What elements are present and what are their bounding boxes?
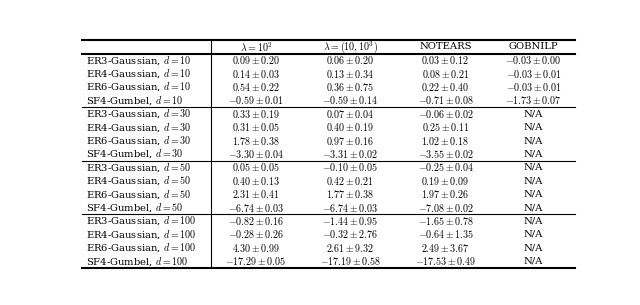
Text: $4.30 \pm 0.99$: $4.30 \pm 0.99$	[232, 242, 280, 254]
Text: NOTEARS: NOTEARS	[419, 42, 472, 51]
Text: ER4-Gaussian, $d = 50$: ER4-Gaussian, $d = 50$	[86, 174, 192, 187]
Text: $-3.30 \pm 0.04$: $-3.30 \pm 0.04$	[228, 148, 284, 160]
Text: $0.54 \pm 0.22$: $0.54 \pm 0.22$	[232, 81, 280, 93]
Text: N/A: N/A	[524, 190, 543, 199]
Text: $0.08 \pm 0.21$: $0.08 \pm 0.21$	[422, 68, 470, 80]
Text: ER3-Gaussian, $d = 30$: ER3-Gaussian, $d = 30$	[86, 107, 192, 120]
Text: $1.78 \pm 0.38$: $1.78 \pm 0.38$	[232, 135, 280, 147]
Text: $\lambda = 10^2$: $\lambda = 10^2$	[239, 41, 272, 53]
Text: $0.40 \pm 0.19$: $0.40 \pm 0.19$	[326, 121, 374, 133]
Text: $-1.65 \pm 0.78$: $-1.65 \pm 0.78$	[417, 215, 474, 227]
Text: $0.19 \pm 0.09$: $0.19 \pm 0.09$	[422, 175, 470, 187]
Text: N/A: N/A	[524, 136, 543, 145]
Text: $-1.44 \pm 0.95$: $-1.44 \pm 0.95$	[322, 215, 378, 227]
Text: N/A: N/A	[524, 243, 543, 252]
Text: GOBNILP: GOBNILP	[509, 42, 558, 51]
Text: N/A: N/A	[524, 163, 543, 172]
Text: N/A: N/A	[524, 123, 543, 132]
Text: $0.07 \pm 0.04$: $0.07 \pm 0.04$	[326, 108, 374, 120]
Text: ER6-Gaussian, $d = 30$: ER6-Gaussian, $d = 30$	[86, 134, 192, 147]
Text: $-0.82 \pm 0.16$: $-0.82 \pm 0.16$	[228, 215, 284, 227]
Text: $0.40 \pm 0.13$: $0.40 \pm 0.13$	[232, 175, 280, 187]
Text: $-3.31 \pm 0.02$: $-3.31 \pm 0.02$	[322, 148, 378, 160]
Text: $0.25 \pm 0.11$: $0.25 \pm 0.11$	[422, 121, 470, 133]
Text: $1.02 \pm 0.18$: $1.02 \pm 0.18$	[422, 135, 470, 147]
Text: $2.49 \pm 3.67$: $2.49 \pm 3.67$	[421, 242, 470, 254]
Text: ER6-Gaussian, $d = 50$: ER6-Gaussian, $d = 50$	[86, 188, 192, 201]
Text: $1.77 \pm 0.38$: $1.77 \pm 0.38$	[326, 188, 374, 200]
Text: $0.03 \pm 0.12$: $0.03 \pm 0.12$	[422, 54, 470, 66]
Text: N/A: N/A	[524, 109, 543, 118]
Text: $\lambda = (10, 10^3)$: $\lambda = (10, 10^3)$	[323, 39, 378, 55]
Text: $-17.29 \pm 0.05$: $-17.29 \pm 0.05$	[225, 255, 286, 267]
Text: $-0.25 \pm 0.04$: $-0.25 \pm 0.04$	[417, 161, 474, 174]
Text: $-1.73 \pm 0.07$: $-1.73 \pm 0.07$	[506, 95, 562, 106]
Text: $-17.19 \pm 0.58$: $-17.19 \pm 0.58$	[319, 255, 381, 267]
Text: $-3.55 \pm 0.02$: $-3.55 \pm 0.02$	[417, 148, 474, 160]
Text: $0.13 \pm 0.34$: $0.13 \pm 0.34$	[326, 68, 374, 80]
Text: $-0.03 \pm 0.00$: $-0.03 \pm 0.00$	[506, 54, 562, 66]
Text: N/A: N/A	[524, 176, 543, 185]
Text: $0.05 \pm 0.05$: $0.05 \pm 0.05$	[232, 161, 280, 174]
Text: SF4-Gumbel, $d = 10$: SF4-Gumbel, $d = 10$	[86, 94, 184, 107]
Text: N/A: N/A	[524, 230, 543, 239]
Text: $0.06 \pm 0.20$: $0.06 \pm 0.20$	[326, 54, 374, 66]
Text: $2.31 \pm 0.41$: $2.31 \pm 0.41$	[232, 188, 280, 200]
Text: $-0.03 \pm 0.01$: $-0.03 \pm 0.01$	[506, 81, 561, 93]
Text: $0.22 \pm 0.40$: $0.22 \pm 0.40$	[421, 81, 470, 93]
Text: $0.97 \pm 0.16$: $0.97 \pm 0.16$	[326, 135, 374, 147]
Text: $-0.03 \pm 0.01$: $-0.03 \pm 0.01$	[506, 68, 561, 80]
Text: $-6.74 \pm 0.03$: $-6.74 \pm 0.03$	[228, 202, 284, 214]
Text: N/A: N/A	[524, 257, 543, 266]
Text: $-0.59 \pm 0.01$: $-0.59 \pm 0.01$	[228, 95, 284, 106]
Text: ER3-Gaussian, $d = 10$: ER3-Gaussian, $d = 10$	[86, 54, 192, 66]
Text: $-0.59 \pm 0.14$: $-0.59 \pm 0.14$	[322, 95, 378, 106]
Text: $-0.32 \pm 2.76$: $-0.32 \pm 2.76$	[322, 228, 378, 240]
Text: $0.14 \pm 0.03$: $0.14 \pm 0.03$	[232, 68, 280, 80]
Text: N/A: N/A	[524, 217, 543, 225]
Text: SF4-Gumbel, $d = 100$: SF4-Gumbel, $d = 100$	[86, 255, 189, 267]
Text: ER6-Gaussian, $d = 10$: ER6-Gaussian, $d = 10$	[86, 81, 192, 93]
Text: $-17.53 \pm 0.49$: $-17.53 \pm 0.49$	[415, 255, 476, 267]
Text: $2.61 \pm 9.32$: $2.61 \pm 9.32$	[326, 242, 374, 254]
Text: $0.42 \pm 0.21$: $0.42 \pm 0.21$	[326, 175, 374, 187]
Text: $-0.71 \pm 0.08$: $-0.71 \pm 0.08$	[417, 95, 474, 106]
Text: $-0.10 \pm 0.05$: $-0.10 \pm 0.05$	[322, 161, 378, 174]
Text: $-0.06 \pm 0.02$: $-0.06 \pm 0.02$	[417, 108, 474, 120]
Text: ER4-Gaussian, $d = 10$: ER4-Gaussian, $d = 10$	[86, 67, 192, 80]
Text: $0.31 \pm 0.05$: $0.31 \pm 0.05$	[232, 121, 280, 133]
Text: $-0.28 \pm 0.26$: $-0.28 \pm 0.26$	[228, 228, 284, 240]
Text: ER4-Gaussian, $d = 30$: ER4-Gaussian, $d = 30$	[86, 121, 192, 134]
Text: $-6.74 \pm 0.03$: $-6.74 \pm 0.03$	[322, 202, 378, 214]
Text: N/A: N/A	[524, 149, 543, 159]
Text: $-0.64 \pm 1.35$: $-0.64 \pm 1.35$	[417, 228, 474, 240]
Text: ER3-Gaussian, $d = 100$: ER3-Gaussian, $d = 100$	[86, 215, 196, 227]
Text: $-7.08 \pm 0.02$: $-7.08 \pm 0.02$	[417, 202, 474, 214]
Text: ER6-Gaussian, $d = 100$: ER6-Gaussian, $d = 100$	[86, 242, 196, 254]
Text: $1.97 \pm 0.26$: $1.97 \pm 0.26$	[422, 188, 470, 200]
Text: SF4-Gumbel, $d = 30$: SF4-Gumbel, $d = 30$	[86, 148, 184, 160]
Text: $0.09 \pm 0.20$: $0.09 \pm 0.20$	[232, 54, 280, 66]
Text: SF4-Gumbel, $d = 50$: SF4-Gumbel, $d = 50$	[86, 201, 184, 214]
Text: ER4-Gaussian, $d = 100$: ER4-Gaussian, $d = 100$	[86, 228, 196, 241]
Text: $0.33 \pm 0.19$: $0.33 \pm 0.19$	[232, 108, 280, 120]
Text: N/A: N/A	[524, 203, 543, 212]
Text: ER3-Gaussian, $d = 50$: ER3-Gaussian, $d = 50$	[86, 161, 192, 174]
Text: $0.36 \pm 0.75$: $0.36 \pm 0.75$	[326, 81, 374, 93]
